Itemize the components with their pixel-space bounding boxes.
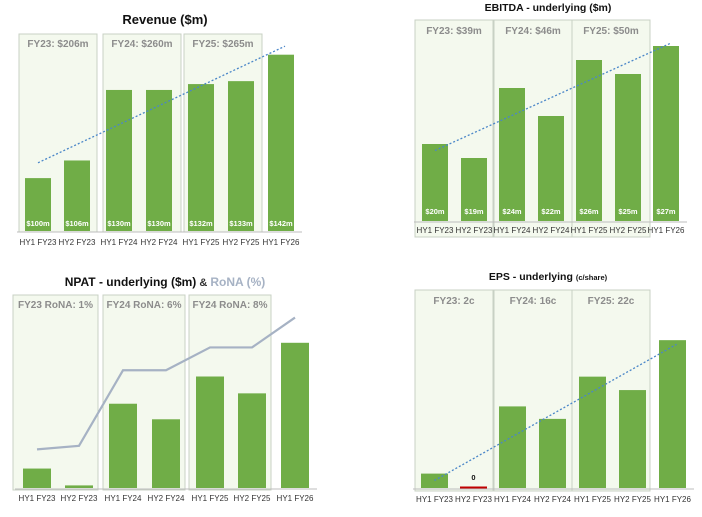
bar [619,390,646,488]
fy-group-label: FY24 RoNA: 8% [192,300,267,311]
fy-group-label: FY23 RoNA: 1% [18,300,93,311]
x-tick-label: HY1 FY24 [101,238,138,247]
bar [238,393,266,488]
x-tick-label: HY2 FY25 [610,226,647,235]
chart-2: EBITDA - underlying ($m) FY23: $39m FY24: … [414,2,687,238]
x-tick-label: HY1 FY24 [105,494,142,503]
data-label: $25m [618,207,638,216]
chart-title: EPS - underlying (c/share) [489,271,608,283]
bar [106,89,132,231]
data-label: $19m [464,207,484,216]
fy-group-label: FY24: $260m [111,39,172,50]
x-tick-label: HY1 FY26 [277,494,314,503]
x-tick-label: HY1 FY24 [494,495,531,504]
bar [461,158,487,221]
data-label: $24m [502,207,522,216]
bar [499,88,525,221]
x-tick-label: HY1 FY23 [416,495,453,504]
chart-title: EBITDA - underlying ($m) [485,2,612,14]
data-label: $133m [229,219,253,228]
x-tick-label: HY1 FY23 [19,494,56,503]
bar [23,468,51,488]
data-label: $132m [189,219,213,228]
data-label: $26m [579,207,599,216]
data-label: $130m [107,219,131,228]
x-tick-label: HY1 FY26 [648,226,685,235]
bar [25,178,51,231]
fy-group-label: FY25: $50m [583,26,639,37]
fy-group-label: FY25: $265m [192,39,253,50]
x-tick-label: HY2 FY25 [223,238,260,247]
chart-3: NPAT - underlying ($m) & RoNA (%) FY23 Ro… [12,275,317,503]
fy-group-label: FY25: 22c [588,296,635,307]
data-label: $142m [269,219,293,228]
bar [576,60,602,221]
data-label: $100m [26,219,50,228]
fy-group-label: FY23: $39m [426,26,482,37]
bar [188,84,214,231]
x-tick-label: HY1 FY25 [183,238,220,247]
bar [152,419,180,488]
fy-group-label: FY23: 2c [433,296,475,307]
x-tick-label: HY1 FY26 [654,495,691,504]
bar [615,74,641,221]
data-label: $106m [65,219,89,228]
fy-group-label: FY24 RoNA: 6% [106,300,181,311]
bar [579,376,606,488]
bar [499,406,526,488]
data-label: $20m [425,207,445,216]
bar-zero-marker [460,486,487,489]
x-tick-label: HY1 FY24 [494,226,531,235]
x-tick-label: HY2 FY24 [533,226,570,235]
bar [64,160,90,231]
trend-line [37,45,286,164]
x-tick-label: HY2 FY23 [61,494,98,503]
bar [109,403,137,488]
data-label: 0 [471,473,475,482]
x-tick-label: HY2 FY23 [59,238,96,247]
bar [659,340,686,488]
bar [281,342,309,488]
x-tick-label: HY2 FY25 [234,494,271,503]
fy-group-label: FY24: 16c [510,296,557,307]
x-tick-label: HY1 FY25 [574,495,611,504]
data-label: $130m [147,219,171,228]
chart-title: Revenue ($m) [122,12,207,27]
x-tick-label: HY1 FY23 [20,238,57,247]
data-label: $27m [656,207,676,216]
x-tick-label: HY1 FY26 [263,238,300,247]
chart-4: EPS - underlying (c/share) FY23: 2c FY24: 1… [413,271,694,504]
x-tick-label: HY1 FY25 [571,226,608,235]
x-tick-label: HY2 FY23 [456,226,493,235]
x-tick-label: HY1 FY25 [192,494,229,503]
x-tick-label: HY2 FY24 [534,495,571,504]
x-tick-label: HY2 FY24 [141,238,178,247]
bar [228,81,254,231]
x-tick-label: HY2 FY25 [614,495,651,504]
chart-1: Revenue ($m) FY23: $206m FY24: $260m FY25: … [17,12,302,247]
fy-group-panel [12,294,99,491]
bar [422,144,448,221]
bar [196,376,224,488]
bar [539,418,566,488]
bar [538,116,564,221]
fy-group-panel [414,289,494,492]
x-tick-label: HY2 FY23 [455,495,492,504]
chart-title: NPAT - underlying ($m) & RoNA (%) [65,275,266,289]
bar [421,473,448,488]
bar [653,46,679,221]
data-label: $22m [541,207,561,216]
fy-group-label: FY23: $206m [27,39,88,50]
fy-group-label: FY24: $46m [505,26,561,37]
rona-line [36,316,296,451]
trend-line [434,42,671,152]
bar [65,485,93,488]
bar [268,54,294,231]
bar [146,89,172,231]
x-tick-label: HY1 FY23 [417,226,454,235]
x-tick-label: HY2 FY24 [148,494,185,503]
